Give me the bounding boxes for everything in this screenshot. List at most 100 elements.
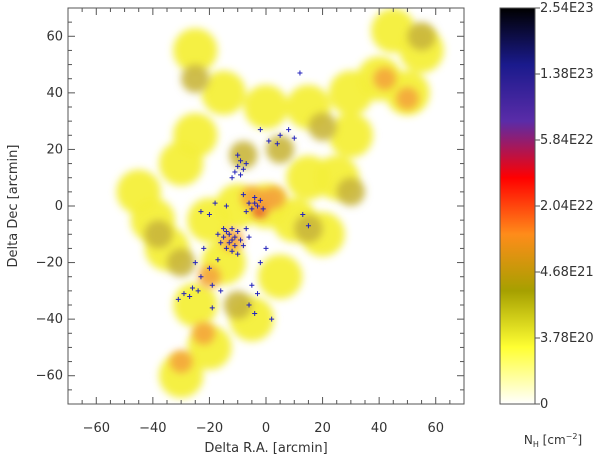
source-marker — [249, 282, 255, 288]
source-marker — [195, 288, 201, 294]
source-marker — [252, 200, 258, 206]
source-marker — [215, 257, 221, 263]
colorbar-tick-label: 0 — [540, 397, 548, 412]
map-dense-regions — [144, 22, 436, 373]
source-marker — [201, 245, 207, 251]
x-tick-label: 60 — [427, 421, 444, 436]
source-marker — [246, 234, 252, 240]
dense-patch — [263, 186, 286, 209]
source-marker — [246, 302, 252, 308]
source-marker — [229, 226, 235, 232]
x-axis: −60 −40 −20 0 20 40 60 — [67, 8, 465, 436]
source-marker — [226, 231, 232, 237]
dense-patch — [144, 220, 173, 249]
source-marker — [221, 226, 227, 232]
colorbar-tick-label: 3.78E20 — [540, 331, 594, 346]
source-marker — [235, 228, 241, 234]
x-tick-label: 0 — [262, 421, 270, 436]
source-marker — [232, 234, 238, 240]
dense-patch — [308, 112, 337, 141]
source-markers — [175, 70, 311, 322]
source-marker — [226, 240, 232, 246]
source-marker — [209, 282, 215, 288]
source-marker — [229, 248, 235, 254]
source-marker — [235, 163, 241, 169]
dense-patch — [229, 140, 258, 170]
source-marker — [221, 234, 227, 240]
colorbar-tick-label: 4.68E21 — [540, 265, 594, 280]
cloud-blob — [371, 8, 416, 53]
source-marker — [212, 200, 218, 206]
y-axis: −60 −40 −20 0 20 40 60 — [36, 7, 464, 405]
source-marker — [297, 70, 303, 76]
dense-patch — [240, 186, 264, 209]
source-marker — [257, 197, 263, 203]
colorbar-label-exp: −2 — [566, 432, 578, 441]
source-marker — [257, 127, 263, 133]
dense-patch — [198, 265, 221, 289]
dense-patch — [181, 64, 210, 93]
source-marker — [232, 169, 238, 175]
y-tick-label: 20 — [46, 142, 63, 157]
colorbar-label-unit: [cm — [539, 433, 566, 447]
dense-patch — [266, 135, 295, 164]
cloud-blob — [243, 84, 289, 130]
map-base-cloud — [116, 8, 444, 398]
source-marker — [189, 285, 195, 291]
y-axis-label: Delta Dec [arcmin] — [6, 145, 21, 268]
source-marker — [274, 141, 280, 147]
y-tick-label: 60 — [46, 29, 63, 44]
dense-patch — [336, 177, 365, 207]
colorbar-strip — [499, 7, 536, 405]
source-marker — [257, 260, 263, 266]
source-marker — [277, 132, 283, 138]
y-tick-label: −20 — [36, 256, 63, 271]
dense-patch — [373, 67, 397, 91]
source-marker — [252, 195, 258, 201]
dense-patch — [167, 248, 196, 277]
source-marker — [181, 291, 187, 297]
source-marker — [240, 243, 246, 249]
source-marker — [206, 265, 212, 271]
source-marker — [209, 305, 215, 311]
source-marker — [223, 245, 229, 251]
cloud-blob — [158, 353, 204, 398]
source-marker — [198, 209, 204, 215]
source-marker — [252, 310, 258, 316]
x-tick-label: −20 — [196, 421, 223, 436]
column-density-map — [116, 8, 444, 398]
source-marker — [238, 172, 244, 178]
dense-patch — [169, 350, 193, 373]
colorbar: 2.54E23 1.38E23 5.84E22 2.04E22 4.68E21 3.78E… — [499, 1, 594, 449]
source-marker — [232, 243, 238, 249]
cloud-blob — [328, 113, 374, 158]
source-marker — [240, 166, 246, 172]
source-marker — [263, 245, 269, 251]
source-marker — [218, 240, 224, 246]
y-tick-label: −40 — [36, 312, 63, 327]
source-marker — [249, 206, 255, 212]
source-marker — [243, 209, 249, 215]
x-tick-label: 20 — [314, 421, 331, 436]
source-marker — [238, 237, 244, 243]
cloud-blob — [257, 254, 303, 299]
cloud-blob — [173, 113, 218, 158]
source-marker — [235, 251, 241, 257]
source-marker — [246, 200, 252, 206]
dense-patch — [396, 87, 419, 110]
colorbar-ticks: 2.54E23 1.38E23 5.84E22 2.04E22 4.68E21 3.78E… — [535, 1, 594, 412]
source-marker — [215, 231, 221, 237]
source-marker — [235, 152, 241, 158]
source-marker — [269, 316, 275, 322]
source-marker — [223, 228, 229, 234]
source-marker — [240, 192, 246, 198]
source-marker — [175, 296, 181, 302]
dense-patch — [192, 321, 216, 345]
colorbar-tick-label: 2.04E22 — [540, 199, 594, 214]
source-marker — [286, 127, 292, 133]
cloud-blob — [201, 70, 246, 116]
source-marker — [218, 288, 224, 294]
source-marker — [291, 135, 297, 141]
colorbar-tick-label: 2.54E23 — [540, 1, 594, 16]
y-tick-label: −60 — [36, 369, 63, 384]
